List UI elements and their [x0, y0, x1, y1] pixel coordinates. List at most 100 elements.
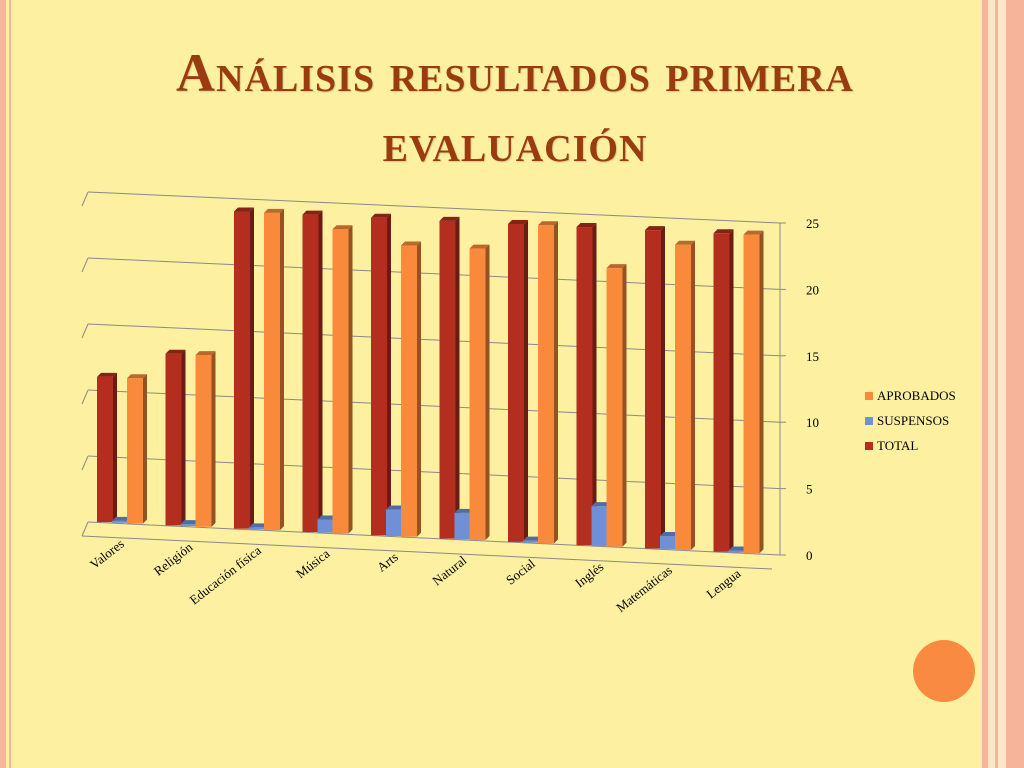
bar-side-aprobados [348, 225, 353, 534]
bar-side-total [181, 349, 186, 526]
bar-side-total [524, 219, 528, 542]
bar-top-total [508, 219, 528, 224]
x-tick-label: Educación física [187, 542, 264, 607]
bar-side-total [318, 210, 323, 532]
bar-total [302, 214, 319, 532]
right-border-stripe-2 [995, 0, 998, 768]
bar-suspensos [317, 519, 334, 533]
gridline [87, 191, 781, 224]
gridline-stub [81, 257, 89, 273]
bar-aprobados [195, 355, 212, 527]
x-tick-label: Social [503, 556, 538, 588]
x-tick-label: Inglés [572, 559, 606, 590]
bar-total [645, 230, 661, 549]
bar-aprobados [538, 225, 554, 544]
bar-side-aprobados [691, 240, 695, 550]
legend-label: TOTAL [877, 438, 918, 453]
x-tick-label: Religión [151, 539, 196, 579]
bar-aprobados [401, 245, 417, 537]
bar-side-total [729, 229, 734, 552]
bar-top-aprobados [401, 241, 421, 246]
bar-top-aprobados [743, 230, 764, 235]
bar-suspensos [454, 512, 471, 540]
bar-top-total [371, 213, 391, 218]
bar-side-aprobados [622, 264, 627, 547]
bar-side-total [113, 372, 117, 523]
gridline-stub [81, 323, 89, 339]
legend-label: APROBADOS [877, 388, 956, 403]
bar-side-total [661, 226, 665, 549]
bar-total [234, 211, 250, 529]
y-tick-label: 20 [806, 282, 819, 297]
bar-top-aprobados [469, 244, 490, 249]
bar-side-aprobados [211, 351, 216, 527]
bar-aprobados [332, 229, 349, 534]
bar-top-aprobados [332, 225, 353, 230]
bar-suspensos [386, 509, 402, 537]
bar-suspensos [180, 524, 197, 527]
legend-swatch [865, 417, 873, 425]
right-border-stripe-1 [982, 0, 988, 768]
y-tick-label: 15 [806, 349, 819, 364]
x-tick-label: Música [293, 546, 333, 582]
bar-aprobados [264, 212, 280, 531]
slide-title: Análisis resultados primera evaluación [176, 43, 854, 173]
bar-aprobados [675, 244, 691, 550]
x-tick-label: Arts [374, 549, 401, 575]
legend-label: SUSPENSOS [877, 413, 949, 428]
bar-top-total [97, 372, 117, 377]
legend-swatch [865, 442, 873, 450]
gridline-stub [81, 389, 89, 405]
bar-side-aprobados [554, 221, 558, 544]
bar-side-total [387, 213, 391, 536]
bar-suspensos [728, 550, 745, 553]
bar-top-aprobados [538, 221, 558, 226]
right-border-stripe-3 [1006, 0, 1024, 768]
x-tick-label: Lengua [703, 566, 743, 602]
bar-aprobados [606, 268, 623, 547]
bar-suspensos [660, 535, 676, 550]
bar-side-total [250, 207, 254, 529]
y-tick-label: 5 [806, 482, 813, 497]
bar-total [165, 353, 182, 526]
bar-top-total [302, 210, 323, 215]
left-border-line [9, 0, 11, 768]
bar-total [97, 376, 113, 523]
bar-side-total [455, 216, 460, 539]
y-tick-label: 10 [806, 415, 819, 430]
gridline-stub [81, 455, 89, 471]
y-tick-label: 25 [806, 216, 819, 231]
bar-side-aprobados [280, 208, 284, 531]
bar-side-total [592, 223, 597, 546]
gridline-stub [81, 191, 89, 207]
bar-aprobados [469, 248, 486, 541]
bar-total [439, 220, 456, 539]
bar-suspensos [523, 540, 539, 543]
bar-suspensos [591, 506, 608, 546]
bar-total [576, 227, 593, 546]
bar-side-aprobados [485, 244, 490, 541]
legend-swatch [865, 392, 873, 400]
x-tick-label: Valores [87, 536, 127, 572]
bar-top-total [165, 349, 186, 354]
bar-top-total [234, 207, 254, 212]
bar-total [713, 233, 730, 552]
bar-side-aprobados [417, 241, 421, 537]
bar-top-total [439, 216, 460, 221]
x-tick-label: Natural [429, 552, 469, 588]
bar-top-total [576, 223, 597, 228]
bar-top-total [713, 229, 734, 234]
bar-top-total [645, 226, 665, 231]
gridline [87, 521, 781, 556]
decorative-circle [913, 640, 975, 702]
x-tick-label: Matemáticas [613, 562, 675, 615]
bar-top-aprobados [195, 351, 216, 356]
bar-aprobados [743, 234, 760, 554]
left-border-stripe [0, 0, 6, 768]
bar-side-aprobados [759, 230, 764, 554]
y-tick-label: 0 [806, 548, 813, 563]
bar-total [508, 223, 524, 542]
gridline-stub [81, 521, 89, 537]
bar-top-aprobados [675, 240, 695, 245]
